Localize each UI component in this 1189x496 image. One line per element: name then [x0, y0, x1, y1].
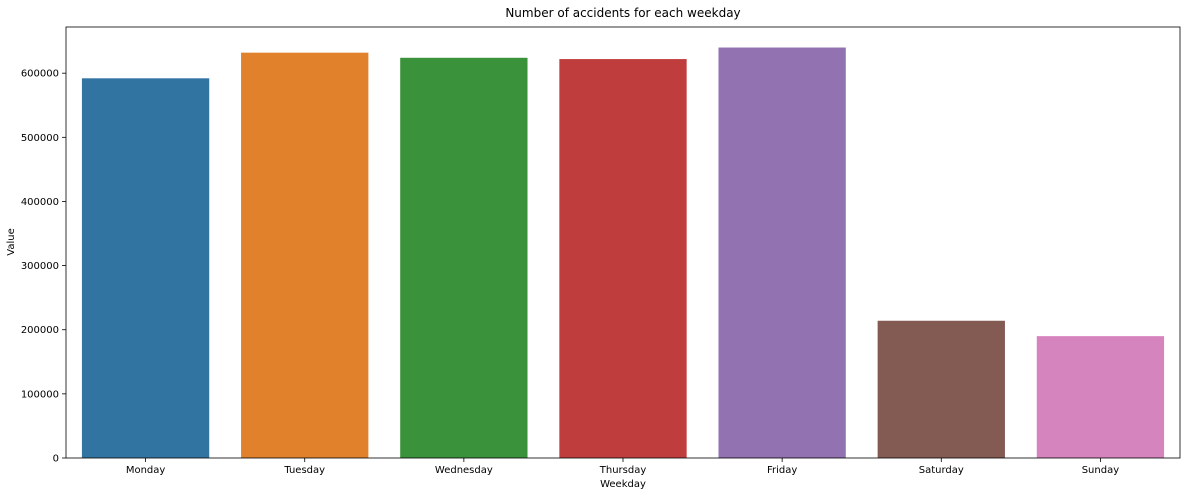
x-tick-label: Tuesday: [283, 465, 325, 476]
bars-group: [81, 47, 1165, 459]
bar-thursday: [559, 59, 687, 458]
bar-saturday: [877, 320, 1005, 458]
x-axis-label: Weekday: [600, 479, 646, 490]
y-tick-label: 100000: [21, 389, 59, 400]
y-tick-label: 600000: [21, 69, 59, 80]
bar-wednesday: [400, 57, 528, 459]
plot-frame: [65, 26, 1181, 459]
y-axis-ticks: 0 100000 200000 300000 400000 500000 600000: [21, 69, 66, 465]
bar-tuesday: [241, 52, 369, 459]
x-tick-label: Wednesday: [435, 465, 493, 476]
x-axis-ticks: Monday Tuesday Wednesday Thursday Friday Satu…: [126, 458, 1119, 476]
x-tick-label: Monday: [126, 465, 166, 476]
x-tick-label: Friday: [767, 465, 797, 476]
bar-monday: [81, 78, 210, 459]
chart-title: Number of accidents for each weekday: [505, 6, 740, 20]
y-tick-label: 400000: [21, 197, 59, 208]
x-tick-label: Sunday: [1082, 465, 1119, 476]
y-tick-label: 0: [53, 454, 59, 465]
y-axis-label: Value: [6, 228, 17, 255]
x-tick-label: Saturday: [919, 465, 964, 476]
y-tick-label: 500000: [21, 133, 59, 144]
bar-sunday: [1036, 336, 1165, 458]
y-tick-label: 300000: [21, 261, 59, 272]
x-tick-label: Thursday: [599, 465, 647, 476]
y-tick-label: 200000: [21, 325, 59, 336]
bar-friday: [718, 47, 846, 459]
